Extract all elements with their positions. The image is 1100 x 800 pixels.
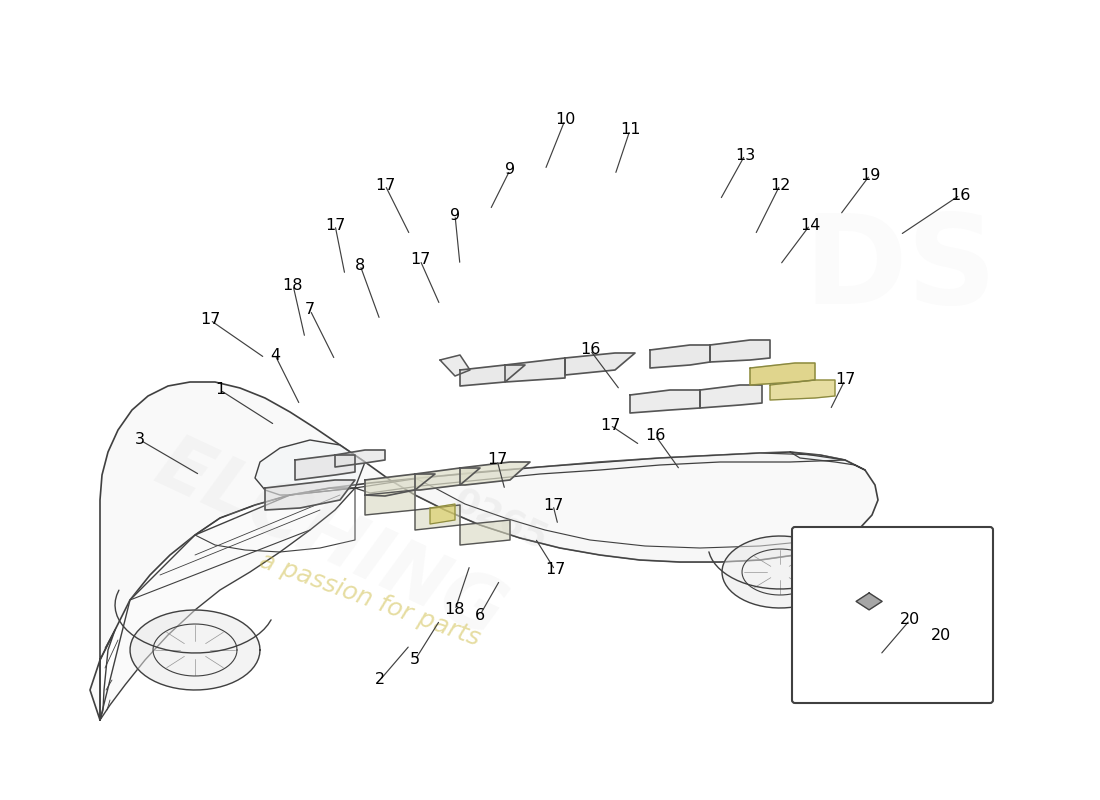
Text: 0265: 0265 xyxy=(448,483,552,557)
Text: 17: 17 xyxy=(544,562,565,578)
Polygon shape xyxy=(430,504,455,524)
Text: 4: 4 xyxy=(270,347,280,362)
Text: 10: 10 xyxy=(554,113,575,127)
Text: 6: 6 xyxy=(475,607,485,622)
Text: 14: 14 xyxy=(800,218,821,233)
Polygon shape xyxy=(722,536,838,608)
Text: 9: 9 xyxy=(505,162,515,178)
Text: 18: 18 xyxy=(444,602,465,618)
Polygon shape xyxy=(100,488,355,720)
Polygon shape xyxy=(130,610,260,690)
Polygon shape xyxy=(856,593,882,610)
Text: 13: 13 xyxy=(735,147,755,162)
Polygon shape xyxy=(700,385,762,408)
Polygon shape xyxy=(750,363,815,385)
Text: DS: DS xyxy=(803,210,997,330)
Text: 17: 17 xyxy=(375,178,395,193)
Polygon shape xyxy=(505,358,565,382)
Text: 11: 11 xyxy=(619,122,640,138)
Text: 12: 12 xyxy=(770,178,790,193)
Text: 19: 19 xyxy=(860,167,880,182)
Text: ELCHING: ELCHING xyxy=(144,427,516,653)
Polygon shape xyxy=(255,440,365,495)
Text: 17: 17 xyxy=(835,373,855,387)
Polygon shape xyxy=(770,380,835,400)
Text: 9: 9 xyxy=(450,207,460,222)
Text: 1: 1 xyxy=(214,382,225,398)
Polygon shape xyxy=(336,450,385,467)
Text: 17: 17 xyxy=(542,498,563,513)
Text: 16: 16 xyxy=(949,187,970,202)
Text: 20: 20 xyxy=(931,628,952,643)
Text: 17: 17 xyxy=(200,313,220,327)
Text: 2: 2 xyxy=(375,673,385,687)
Polygon shape xyxy=(355,453,845,493)
Text: 17: 17 xyxy=(487,453,507,467)
Text: 5: 5 xyxy=(410,653,420,667)
Text: 16: 16 xyxy=(645,427,665,442)
Text: 18: 18 xyxy=(283,278,304,293)
Polygon shape xyxy=(365,474,435,496)
Text: 8: 8 xyxy=(355,258,365,273)
Polygon shape xyxy=(265,480,355,510)
Polygon shape xyxy=(415,468,480,490)
Polygon shape xyxy=(460,520,510,545)
Text: 20: 20 xyxy=(900,613,920,627)
Text: 17: 17 xyxy=(600,418,620,433)
Polygon shape xyxy=(415,478,860,562)
Polygon shape xyxy=(90,382,878,720)
Text: 7: 7 xyxy=(305,302,315,318)
Polygon shape xyxy=(460,365,525,386)
Polygon shape xyxy=(295,455,355,480)
Text: 3: 3 xyxy=(135,433,145,447)
Polygon shape xyxy=(650,345,710,368)
FancyBboxPatch shape xyxy=(792,527,993,703)
Text: 16: 16 xyxy=(580,342,601,358)
Polygon shape xyxy=(365,490,415,515)
Polygon shape xyxy=(440,355,470,376)
Text: a passion for parts: a passion for parts xyxy=(256,549,484,651)
Polygon shape xyxy=(415,505,460,530)
Polygon shape xyxy=(460,462,530,485)
Text: 17: 17 xyxy=(410,253,430,267)
Polygon shape xyxy=(710,340,770,362)
Text: 17: 17 xyxy=(324,218,345,233)
Polygon shape xyxy=(565,353,635,375)
Polygon shape xyxy=(630,390,700,413)
Polygon shape xyxy=(790,452,865,470)
